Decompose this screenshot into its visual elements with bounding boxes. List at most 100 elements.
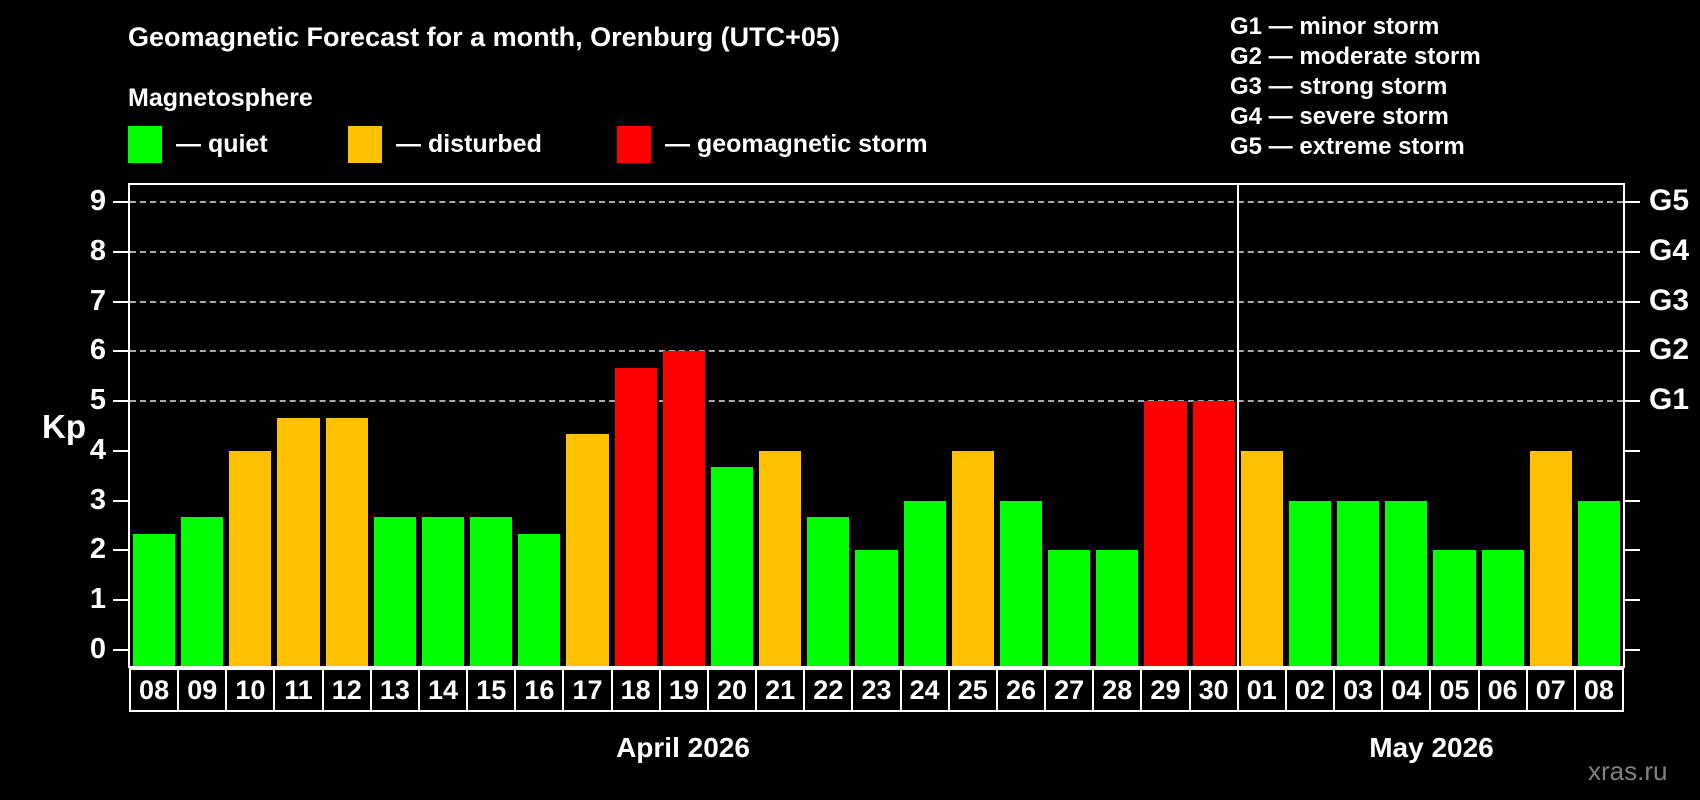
date-cell-april-13: 13 [369,668,420,712]
date-cell-april-22: 22 [803,668,854,712]
date-cell-april-20: 20 [706,668,758,712]
kp-bar-april-28 [1096,550,1139,666]
date-cell-may-04: 04 [1381,668,1432,712]
right-tick-0 [1625,649,1640,651]
legend-label-disturbed: — disturbed [396,129,542,158]
date-cell-april-19: 19 [658,668,709,712]
kp-bar-april-29 [1144,401,1187,666]
date-cell-may-03: 03 [1333,668,1384,712]
chart-title: Geomagnetic Forecast for a month, Orenbu… [128,22,840,52]
legend-item-storm: — geomagnetic storm [617,125,928,163]
month-label-april: April 2026 [616,732,750,763]
chart-subtitle: Magnetosphere [128,84,313,112]
right-tick-3 [1625,499,1640,502]
date-cell-april-27: 27 [1044,668,1095,712]
y-tick-label-6: 6 [89,334,106,367]
date-cell-april-28: 28 [1092,668,1143,712]
right-tick-5 [1625,400,1640,403]
gridline-kp7 [130,300,1623,303]
kp-bar-april-20 [710,467,754,666]
kp-bar-april-26 [999,500,1043,666]
right-axis-label-g2: G2 [1649,333,1690,367]
date-cell-april-12: 12 [321,668,372,712]
date-cell-april-16: 16 [514,668,565,712]
date-cell-april-25: 25 [947,668,998,712]
kp-bar-april-14 [421,517,465,666]
right-tick-6 [1625,350,1640,353]
kp-bar-may-05 [1433,550,1476,666]
gridline-kp5 [130,400,1623,403]
right-axis-label-g1: G1 [1649,383,1690,417]
y-tick-label-3: 3 [89,483,106,516]
right-tick-9 [1625,200,1640,203]
date-cell-april-23: 23 [851,668,902,712]
date-cell-april-15: 15 [466,668,517,712]
month-divider [1236,185,1239,666]
kp-bar-april-16 [518,534,561,666]
storm-scale-legend: G1 — minor storm G2 — moderate storm G3 … [1230,12,1481,162]
right-tick-8 [1625,250,1640,253]
right-axis-label-g4: G4 [1649,233,1690,267]
kp-bar-april-17 [566,434,609,666]
kp-bar-april-21 [759,450,802,666]
watermark: xras.ru [1588,756,1668,786]
left-tick-4 [113,449,128,452]
right-tick-1 [1625,599,1640,602]
storm-scale-g3: G3 — strong storm [1230,73,1448,100]
kp-bar-may-01 [1240,450,1283,666]
kp-bar-april-25 [951,450,994,666]
left-tick-5 [113,400,128,403]
kp-bar-may-02 [1288,500,1332,666]
date-cell-april-21: 21 [755,668,806,712]
kp-bar-may-07 [1529,450,1572,666]
y-tick-label-0: 0 [89,633,106,665]
date-axis: 08 09 10 11 12 13 14 15 16 17 18 19 20 21 22 23 24 25 26 27… [128,668,1625,714]
date-cell-may-01: 01 [1236,668,1287,712]
gridline-kp6 [130,350,1623,353]
left-tick-0 [113,649,128,651]
date-cell-april-09: 09 [177,668,228,712]
storm-color-swatch [617,125,651,163]
kp-bar-april-08 [133,534,176,666]
date-cell-may-07: 07 [1525,668,1576,712]
left-tick-1 [113,599,128,602]
left-tick-2 [113,549,128,552]
right-axis-label-g3: G3 [1649,283,1690,317]
left-tick-7 [113,300,128,303]
y-tick-label-7: 7 [89,284,106,317]
kp-bar-april-24 [903,500,946,666]
kp-bar-april-23 [855,550,898,666]
date-cell-april-29: 29 [1140,668,1191,712]
left-tick-3 [113,499,128,502]
date-cell-may-08: 08 [1573,668,1624,712]
storm-scale-g5: G5 — extreme storm [1230,133,1465,160]
y-tick-label-1: 1 [89,583,106,616]
kp-bar-april-18 [614,367,657,666]
kp-bar-april-12 [325,417,368,666]
kp-bar-may-03 [1337,500,1380,666]
date-cell-april-30: 30 [1188,668,1239,712]
storm-scale-g1: G1 — minor storm [1230,13,1440,40]
kp-bar-april-13 [373,517,416,666]
date-cell-april-17: 17 [562,668,613,712]
date-cell-may-06: 06 [1477,668,1528,712]
legend-item-quiet: — quiet [128,125,348,163]
kp-bar-april-11 [277,417,320,666]
plot-area: 0 1 2 3 4 5 6 7 8 9 G1 G2 G3 G4 G5 [90,183,1689,668]
storm-scale-g2: G2 — moderate storm [1230,43,1481,70]
date-cell-april-11: 11 [273,668,324,712]
left-tick-8 [113,250,128,253]
quiet-color-swatch [128,125,162,163]
date-cell-april-10: 10 [225,668,276,712]
legend-label-quiet: — quiet [176,129,268,158]
legend-item-disturbed: — disturbed [348,125,617,163]
gridline-kp9 [130,200,1623,203]
kp-bar-april-27 [1048,550,1091,666]
kp-bar-april-19 [662,351,705,666]
kp-bar-may-06 [1481,550,1524,666]
right-tick-4 [1625,449,1640,452]
right-tick-7 [1625,300,1640,303]
kp-bar-april-30 [1192,401,1235,666]
left-tick-9 [113,200,128,203]
